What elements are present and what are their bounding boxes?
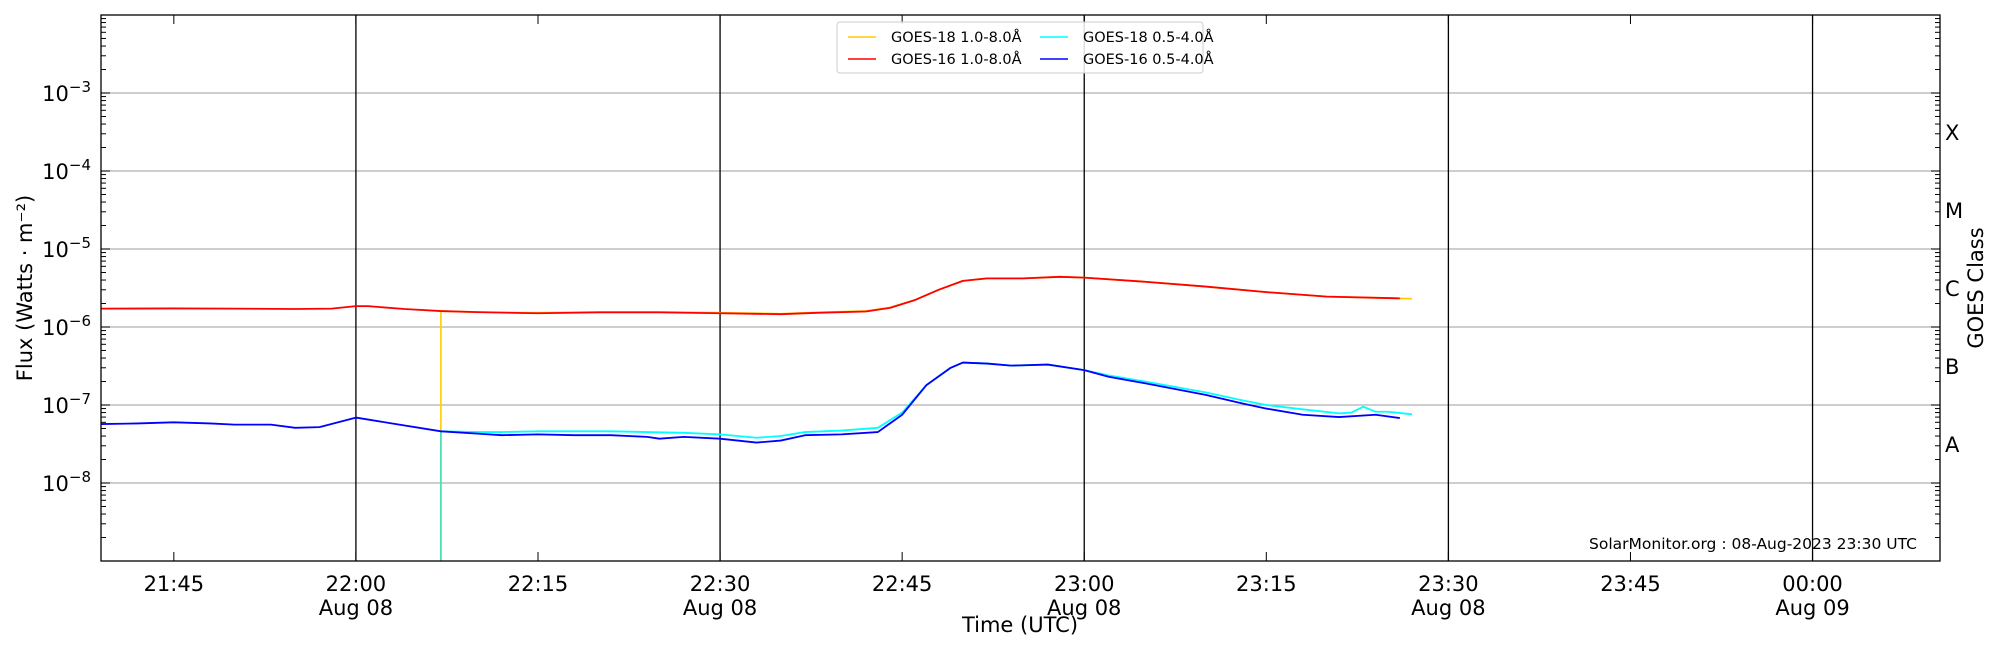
y-tick-label: 10−7: [42, 390, 91, 418]
legend-entry: GOES-16 0.5-4.0Å: [1083, 51, 1214, 68]
legend-entry: GOES-18 1.0-8.0Å: [891, 29, 1022, 46]
plot-frame: [100, 14, 1941, 562]
x-tick-label: 23:45: [1600, 572, 1661, 596]
x-tick-label: 21:45: [144, 572, 205, 596]
y-tick-label: 10−6: [42, 312, 91, 340]
x-tick-label: 00:00: [1782, 572, 1843, 596]
x-axis-label: Time (UTC): [961, 613, 1078, 637]
legend: GOES-18 1.0-8.0Å GOES-16 1.0-8.0Å GOES-18 …: [836, 21, 1214, 74]
y-tick-label: 10−3: [42, 78, 91, 106]
y-tick-label: 10−5: [42, 234, 91, 262]
watermark: SolarMonitor.org : 08-Aug-2023 23:30 UTC: [1589, 535, 1917, 553]
x-tick-date-label: Aug 08: [1047, 596, 1121, 620]
goes-class-label: C: [1945, 277, 1960, 301]
legend-box: [836, 21, 1204, 74]
data-series: [100, 275, 1413, 561]
y-tick-label: 10−4: [42, 156, 91, 184]
goes-class-label: M: [1945, 199, 1963, 223]
x-tick-label: 22:00: [326, 572, 387, 596]
goes-class-label: A: [1945, 433, 1960, 457]
x-tick-label: 23:30: [1418, 572, 1479, 596]
x-tick-date-label: Aug 08: [683, 596, 757, 620]
series-line: [440, 361, 1413, 439]
goes-class-labels: A B C M X: [1945, 121, 1963, 457]
axis-ticks: [101, 15, 1940, 562]
y-axis-label: Flux (Watts · m⁻²): [13, 195, 37, 381]
x-tick-date-label: Aug 08: [1411, 596, 1485, 620]
y-tick-labels: 10−8 10−7 10−6 10−5 10−4 10−3: [42, 78, 91, 496]
x-tick-label: 23:00: [1054, 572, 1115, 596]
x-tick-label: 23:15: [1236, 572, 1297, 596]
gridlines: [101, 92, 1940, 484]
goes-class-label: X: [1945, 121, 1959, 145]
series-line: [100, 275, 1400, 316]
x-tick-date-label: Aug 09: [1775, 596, 1849, 620]
vertical-hour-lines: [355, 15, 1814, 561]
y-axis-right-label: GOES Class: [1964, 227, 1988, 348]
x-tick-date-label: Aug 08: [319, 596, 393, 620]
legend-entry: GOES-16 1.0-8.0Å: [891, 51, 1022, 68]
goes-class-label: B: [1945, 355, 1959, 379]
y-tick-label: 10−8: [42, 468, 91, 496]
series-line: [100, 361, 1400, 444]
x-tick-label: 22:30: [690, 572, 751, 596]
x-tick-label: 22:15: [508, 572, 569, 596]
x-tick-label: 22:45: [872, 572, 933, 596]
legend-entry: GOES-18 0.5-4.0Å: [1083, 29, 1214, 46]
